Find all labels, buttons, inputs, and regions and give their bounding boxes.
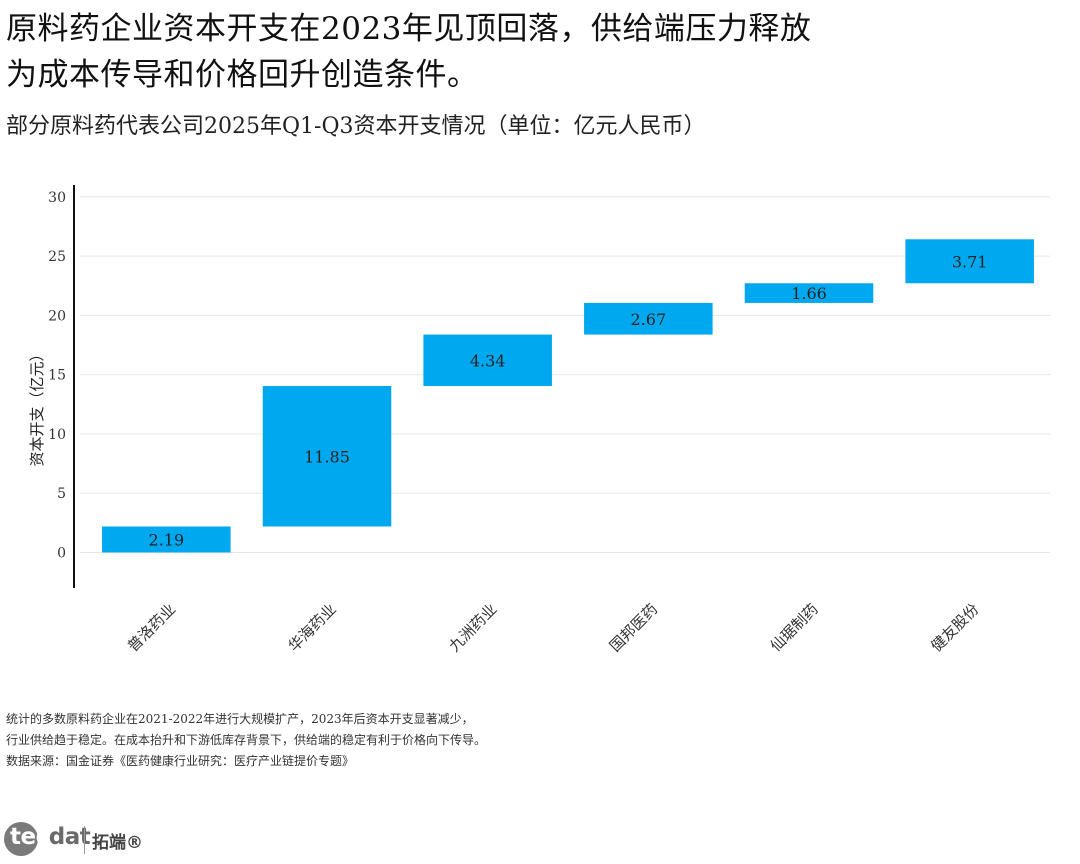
x-tick-label: 健友股份 [927,600,982,655]
chart-subtitle: 部分原料药代表公司2025年Q1-Q3资本开支情况（单位：亿元人民币） [6,114,706,139]
bar-value-label: 2.19 [149,530,185,549]
y-tick-label: 20 [48,308,66,324]
bar-value-label: 11.85 [304,447,350,466]
note-line-2: 行业供给趋于稳定。在成本抬升和下游低库存背景下，供给端的稳定有利于价格向下传导。 [6,733,487,747]
y-tick-label: 10 [48,427,66,443]
y-tick-label: 0 [57,545,66,561]
chart-gridlines [80,196,1050,553]
chart-notes: 统计的多数原料药企业在2021-2022年进行大规模扩产，2023年后资本开支显… [6,709,486,772]
bar-value-label: 1.66 [791,284,827,303]
bar-value-label: 3.71 [952,252,988,271]
y-tick-label: 5 [57,486,66,502]
y-tick-label: 30 [48,190,66,206]
x-tick-label: 普洛药业 [124,600,179,655]
title-line-1: 原料药企业资本开支在2023年见顶回落，供给端压力释放 [6,11,812,47]
x-tick-label: 九洲药业 [445,600,500,655]
waterfall-bar [262,386,392,527]
bar-value-label: 4.34 [470,351,506,370]
bar-value-label: 2.67 [631,310,667,329]
x-tick-label: 国邦医药 [606,600,661,655]
x-tick-label: 仙琚制药 [767,600,822,655]
logo-cn-text: 拓端® [92,833,143,853]
chart-data-labels: 2.19 11.85 4.34 2.67 1.66 3.71 [149,252,988,549]
y-tick-label: 15 [48,368,66,384]
logo-circle-icon [4,822,38,856]
page-title: 原料药企业资本开支在2023年见顶回落，供给端压力释放 为成本传导和价格回升创造… [6,6,1066,98]
waterfall-bar [584,302,713,335]
waterfall-bar [423,334,552,387]
note-source: 数据来源：国金证券《医药健康行业研究：医疗产业链提价专题》 [6,754,355,768]
note-line-1: 统计的多数原料药企业在2021-2022年进行大规模扩产，2023年后资本开支显… [6,712,474,726]
chart-bars [102,239,1034,553]
waterfall-bar [102,526,231,553]
y-axis-label: 资本开支（亿元） [28,346,46,466]
x-tick-label: 华海药业 [285,600,340,655]
waterfall-bar [905,239,1034,284]
brand-logo: tecdat 拓端® [4,820,204,860]
title-line-2: 为成本传导和价格回升创造条件。 [6,57,479,93]
x-axis-ticks: 普洛药业 华海药业 九洲药业 国邦医药 仙琚制药 健友股份 [124,600,982,655]
y-axis-ticks: 0 5 10 15 20 25 30 [48,190,66,562]
waterfall-chart: 2.19 11.85 4.34 2.67 1.66 3.71 0 5 10 15 20 25 30 普… [28,185,1050,655]
logo-text: tecdat [10,824,91,850]
waterfall-bar [744,283,874,303]
y-tick-label: 25 [48,249,66,265]
logo-divider [84,826,85,854]
